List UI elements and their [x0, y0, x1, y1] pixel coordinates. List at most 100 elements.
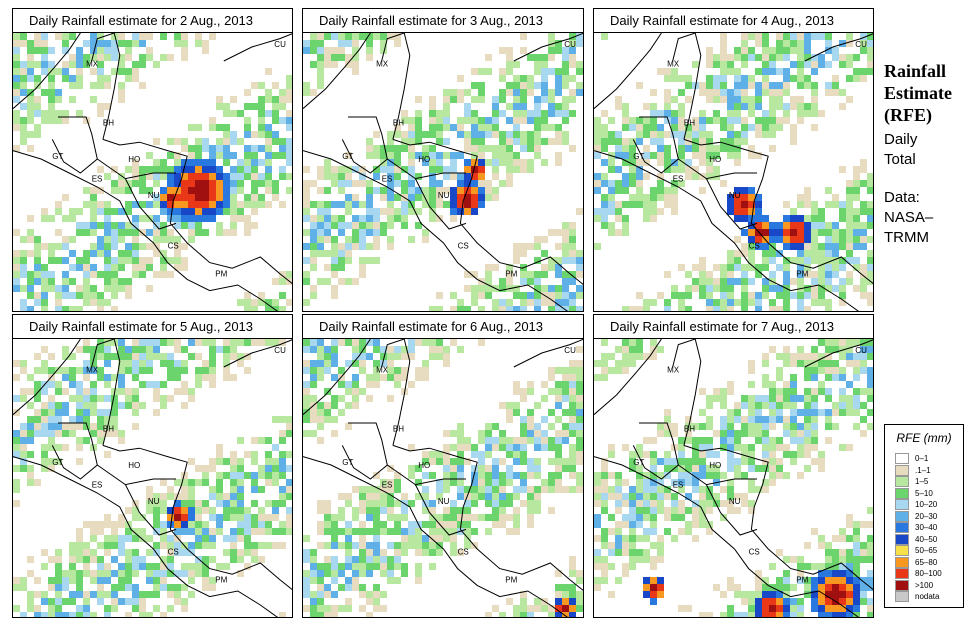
country-border [705, 178, 758, 230]
data-line1: Data: [884, 189, 920, 206]
legend-title: RFE (mm) [896, 431, 952, 445]
country-border [387, 158, 466, 180]
rainfall-grid [303, 339, 583, 617]
coastline [804, 33, 873, 62]
coastline [102, 444, 292, 591]
rainfall-grid [594, 339, 873, 617]
coastline [91, 339, 121, 446]
country-label-es: ES [92, 480, 103, 489]
country-label-mx: MX [86, 366, 99, 375]
coastline [381, 339, 411, 446]
panel-title: Daily Rainfall estimate for 2 Aug., 2013 [13, 9, 292, 33]
rainfall-grid [13, 33, 292, 311]
coastline [303, 339, 371, 415]
country-label-cs: CS [749, 242, 760, 251]
legend-swatch [895, 579, 909, 591]
rainfall-map-svg: MX CU BH GT HO ES NU CS PM [13, 339, 292, 617]
panel-title: Daily Rainfall estimate for 3 Aug., 2013 [303, 9, 583, 33]
country-label-gt: GT [342, 458, 353, 467]
country-label-gt: GT [633, 152, 644, 161]
rainfall-grid [594, 33, 873, 311]
legend-label: 5–10 [915, 488, 933, 498]
legend-swatch [895, 510, 909, 522]
country-label-nu: NU [438, 497, 450, 506]
country-label-nu: NU [148, 497, 160, 506]
legend-swatch [895, 464, 909, 476]
legend-label: 30–40 [915, 523, 938, 532]
legend-item: 80–100 [895, 568, 942, 579]
legend-swatch [895, 556, 909, 568]
country-border [341, 116, 388, 174]
legend-swatch [895, 499, 909, 510]
country-label-nu: NU [148, 191, 160, 200]
map-panel-aug-5: Daily Rainfall estimate for 5 Aug., 2013… [12, 314, 293, 618]
legend-label: 20–30 [915, 511, 938, 521]
country-label-pm: PM [796, 270, 808, 279]
daily-line1: Daily [884, 131, 918, 148]
rainfall-grid [13, 339, 292, 617]
legend-item: 50–65 [895, 545, 937, 556]
rainfall-map-svg: MX CU BH GT HO ES NU CS PM [594, 33, 873, 311]
country-label-ho: HO [709, 461, 721, 470]
country-label-ho: HO [418, 461, 430, 470]
country-border [124, 178, 177, 230]
country-label-cu: CU [855, 40, 867, 49]
legend-swatch [895, 522, 909, 533]
panel-title: Daily Rainfall estimate for 5 Aug., 2013 [13, 315, 292, 339]
legend-label: 40–50 [915, 534, 938, 544]
country-label-mx: MX [667, 366, 680, 375]
rfe-title-line3: (RFE) [884, 105, 932, 125]
country-label-cs: CS [749, 548, 760, 557]
legend-swatch [895, 591, 909, 602]
panel-title: Daily Rainfall estimate for 7 Aug., 2013 [594, 315, 873, 339]
country-border [124, 484, 177, 536]
coastline [303, 456, 568, 617]
rainfall-map-svg: MX CU BH GT HO ES NU CS PM [594, 339, 873, 617]
map-panel-aug-6: Daily Rainfall estimate for 6 Aug., 2013… [302, 314, 584, 618]
country-border [705, 484, 758, 536]
coastline [13, 150, 278, 311]
legend-swatch [895, 487, 909, 499]
rfe-title-line2: Estimate [884, 83, 952, 103]
country-label-pm: PM [505, 270, 517, 279]
legend-item: >100 [895, 579, 933, 591]
legend-swatch [895, 568, 909, 579]
legend-item: 20–30 [895, 510, 938, 522]
country-label-es: ES [673, 174, 684, 183]
coastline [392, 138, 583, 285]
daily-total-text: Daily Total [884, 130, 917, 170]
country-label-es: ES [382, 480, 393, 489]
country-label-cu: CU [274, 346, 286, 355]
country-label-cu: CU [855, 346, 867, 355]
legend-label: 1–5 [915, 477, 929, 486]
country-label-pm: PM [215, 576, 227, 585]
country-label-ho: HO [128, 155, 140, 164]
country-label-ho: HO [418, 155, 430, 164]
country-label-nu: NU [729, 191, 741, 200]
legend-label: .1–1 [915, 465, 931, 475]
country-border [51, 116, 98, 174]
legend-item: 40–50 [895, 533, 938, 545]
country-border [387, 464, 466, 486]
legend-label: 65–80 [915, 557, 938, 567]
country-label-es: ES [382, 174, 393, 183]
rainfall-map-svg: MX CU BH GT HO ES NU CS PM [303, 33, 583, 311]
coastline [683, 138, 873, 285]
coastline [381, 33, 411, 140]
legend-swatch [895, 453, 909, 464]
country-label-gt: GT [52, 152, 63, 161]
country-label-pm: PM [505, 576, 517, 585]
country-label-mx: MX [86, 60, 99, 69]
country-label-bh: BH [684, 424, 695, 433]
daily-line2: Total [884, 151, 916, 168]
coastline [672, 339, 702, 446]
country-label-cs: CS [458, 548, 469, 557]
country-label-mx: MX [667, 60, 680, 69]
country-border [632, 422, 679, 480]
legend-label: 80–100 [915, 569, 942, 578]
country-label-gt: GT [633, 458, 644, 467]
country-border [97, 158, 176, 180]
country-label-nu: NU [729, 497, 741, 506]
country-border [97, 464, 176, 486]
country-label-cu: CU [564, 40, 576, 49]
